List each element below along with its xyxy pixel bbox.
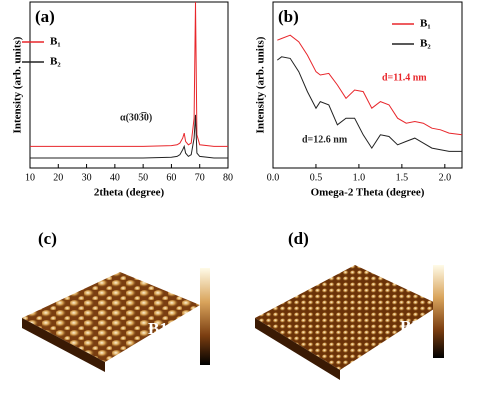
afm-d — [255, 265, 444, 380]
x-tick-label: 0.5 — [310, 172, 323, 183]
x-tick-label: 70 — [195, 172, 205, 183]
image-label: B2 — [400, 317, 420, 336]
series-line — [276, 56, 462, 152]
legend-label: B₂ — [420, 38, 431, 50]
afm-surface — [255, 265, 440, 370]
x-tick-label: 40 — [110, 172, 120, 183]
x-tick-label: 1.5 — [396, 172, 409, 183]
legend-label: B₁ — [50, 36, 61, 48]
annotation: d=11.4 nm — [382, 72, 427, 83]
series-line — [30, 114, 228, 159]
series-line — [277, 34, 463, 136]
x-tick-label: 0.0 — [267, 172, 280, 183]
x-tick-label: 10 — [25, 172, 35, 183]
x-axis-label: 2theta (degree) — [94, 187, 165, 199]
series-line — [30, 1, 228, 147]
x-tick-label: 80 — [223, 172, 233, 183]
color-bar — [433, 265, 444, 358]
x-axis-label: Omega-2 Theta (degree) — [311, 187, 425, 199]
afm-c — [22, 268, 210, 372]
plot-frame — [29, 1, 229, 169]
x-tick-label: 1.0 — [353, 172, 366, 183]
x-tick-label: 60 — [166, 172, 176, 183]
panel-label: (c) — [38, 229, 57, 248]
x-tick-label: 2.0 — [439, 172, 452, 183]
afm-surface — [22, 272, 200, 362]
x-tick-label: 30 — [82, 172, 92, 183]
annotation: α(303̅0) — [120, 112, 152, 123]
color-bar — [200, 268, 210, 365]
panel-label: (b) — [278, 7, 299, 26]
y-axis-label: Intensity (arb. units) — [12, 36, 24, 133]
x-tick-label: 20 — [53, 172, 63, 183]
panel-label: (d) — [288, 229, 309, 248]
panel-label: (a) — [35, 7, 55, 26]
legend-label: B₁ — [420, 18, 431, 30]
y-axis-label: Intensity (arb. units) — [255, 36, 267, 133]
afm-side — [22, 318, 105, 372]
annotation: d=12.6 nm — [302, 134, 348, 145]
image-label: B1 — [148, 319, 168, 338]
x-tick-label: 50 — [138, 172, 148, 183]
legend-label: B₂ — [50, 56, 61, 68]
afm-side — [255, 318, 340, 380]
plot-frame — [272, 1, 463, 169]
